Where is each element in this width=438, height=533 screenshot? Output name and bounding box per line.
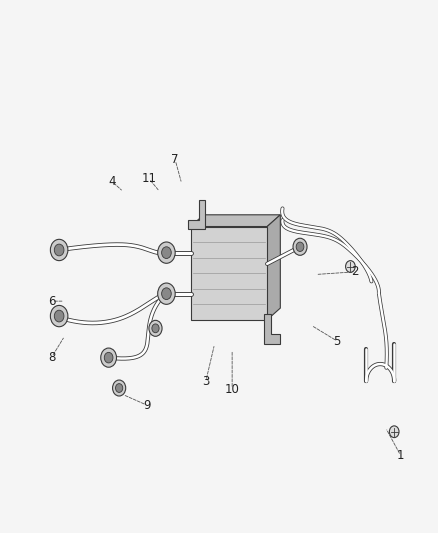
Text: 7: 7	[171, 154, 179, 166]
Circle shape	[50, 239, 68, 261]
Circle shape	[104, 352, 113, 363]
Text: 2: 2	[351, 265, 359, 278]
Circle shape	[162, 247, 171, 259]
Circle shape	[50, 305, 68, 327]
Circle shape	[54, 310, 64, 322]
Circle shape	[158, 242, 175, 263]
Polygon shape	[188, 200, 205, 229]
Circle shape	[152, 324, 159, 333]
Circle shape	[54, 244, 64, 256]
Text: 1: 1	[397, 449, 405, 462]
Circle shape	[116, 384, 123, 392]
Circle shape	[113, 380, 126, 396]
Circle shape	[389, 426, 399, 438]
Polygon shape	[264, 314, 280, 344]
Circle shape	[293, 238, 307, 255]
Text: 8: 8	[48, 351, 55, 364]
Text: 10: 10	[225, 383, 240, 395]
Text: 6: 6	[48, 295, 56, 308]
Text: 4: 4	[108, 175, 116, 188]
Text: 9: 9	[143, 399, 151, 411]
Text: 5: 5	[334, 335, 341, 348]
Circle shape	[162, 288, 171, 300]
Text: 3: 3	[202, 375, 209, 387]
Polygon shape	[267, 215, 280, 320]
Circle shape	[149, 320, 162, 336]
Circle shape	[158, 283, 175, 304]
Polygon shape	[191, 227, 267, 320]
Polygon shape	[191, 215, 280, 227]
Circle shape	[296, 242, 304, 252]
Circle shape	[346, 261, 355, 272]
Circle shape	[101, 348, 117, 367]
Text: 11: 11	[141, 172, 156, 185]
